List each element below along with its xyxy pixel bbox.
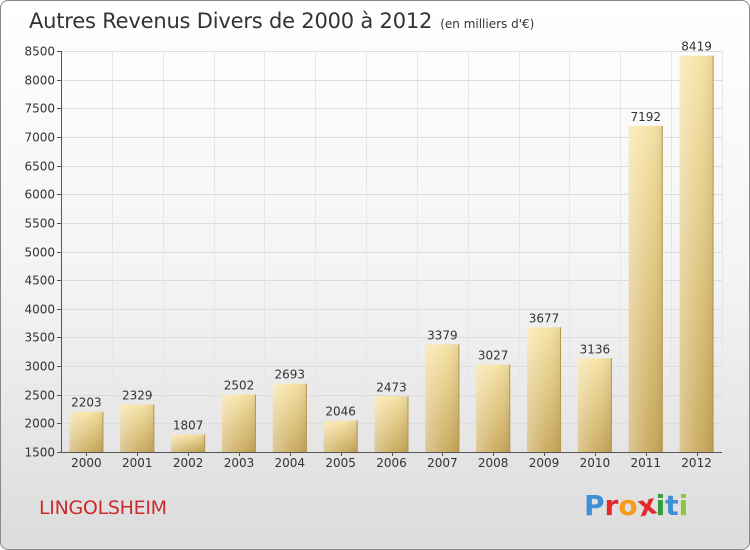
y-tick-label: 7500 <box>24 102 55 116</box>
y-tick-label: 5000 <box>24 246 55 260</box>
bar-shine <box>120 404 155 452</box>
x-tick-label: 2008 <box>478 456 509 470</box>
city-name: LINGOLSHEIM <box>39 497 167 519</box>
y-tick-label: 4000 <box>24 303 55 317</box>
bar-shine <box>679 55 714 453</box>
y-tick-label: 1500 <box>24 446 55 460</box>
y-tick-label: 2500 <box>24 389 55 403</box>
bar-shine <box>221 394 256 452</box>
bar-shine <box>527 327 562 452</box>
data-label: 2693 <box>275 368 306 382</box>
data-label: 8419 <box>681 40 712 54</box>
data-label: 3677 <box>529 311 560 325</box>
logo-letter: r <box>604 489 619 522</box>
labels: 2203 2000 2329 2001 1807 2002 2502 2003 2693 2004… <box>71 40 712 470</box>
y-tick-label: 2000 <box>24 417 55 431</box>
y-tick-label: 3500 <box>24 331 55 345</box>
logo-letter: P <box>584 489 605 522</box>
y-tick-label: 4500 <box>24 274 55 288</box>
x-tick-label: 2000 <box>71 456 102 470</box>
y-tick-label: 5500 <box>24 217 55 231</box>
data-label: 2203 <box>71 396 102 410</box>
bar-shine <box>628 125 663 452</box>
y-tick-label: 8500 <box>24 45 55 59</box>
bar-shine <box>425 344 460 452</box>
logo-letter: t <box>665 489 679 522</box>
data-label: 1807 <box>173 418 204 432</box>
x-tick-label: 2009 <box>529 456 560 470</box>
y-tick-label: 7000 <box>24 131 55 145</box>
chart-unit: (en milliers d'€) <box>440 17 535 31</box>
data-label: 3379 <box>427 328 458 342</box>
bar-shine <box>69 411 104 452</box>
x-tick-label: 2006 <box>376 456 407 470</box>
x-tick-label: 2005 <box>325 456 356 470</box>
data-label: 2046 <box>325 405 356 419</box>
y-tick-label: 6500 <box>24 160 55 174</box>
bar-shine <box>323 420 358 452</box>
bars <box>69 55 714 453</box>
logo-letter: o <box>618 489 638 522</box>
logo-letter: i <box>655 489 666 522</box>
bar-shine <box>272 383 307 452</box>
x-tick-label: 2001 <box>122 456 153 470</box>
bar-shine <box>577 358 612 452</box>
proxiti-logo[interactable]: Proxiti <box>584 487 689 523</box>
logo-letter: i <box>678 489 689 522</box>
axes: 1500 2000 2500 3000 3500 4000 4500 5000 5500 6000… <box>24 45 722 460</box>
x-tick-label: 2002 <box>173 456 204 470</box>
data-label: 7192 <box>630 110 661 124</box>
data-label: 2473 <box>376 380 407 394</box>
x-tick-label: 2003 <box>224 456 255 470</box>
data-label: 3027 <box>478 349 509 363</box>
y-tick-label: 8000 <box>24 74 55 88</box>
x-tick-label: 2012 <box>681 456 712 470</box>
x-tick-label: 2011 <box>630 456 661 470</box>
bar-shine <box>171 434 206 452</box>
x-tick-label: 2010 <box>580 456 611 470</box>
x-tick-label: 2007 <box>427 456 458 470</box>
x-tick-label: 2004 <box>275 456 306 470</box>
data-label: 3136 <box>580 342 611 356</box>
y-tick-label: 6000 <box>24 188 55 202</box>
chart-title-text: Autres Revenus Divers de 2000 à 2012 <box>29 9 433 33</box>
chart-title: Autres Revenus Divers de 2000 à 2012 (en … <box>29 9 534 33</box>
bar-shine <box>374 396 409 452</box>
data-label: 2502 <box>224 379 255 393</box>
data-label: 2329 <box>122 389 153 403</box>
y-tick-label: 3000 <box>24 360 55 374</box>
bar-shine <box>476 364 511 452</box>
